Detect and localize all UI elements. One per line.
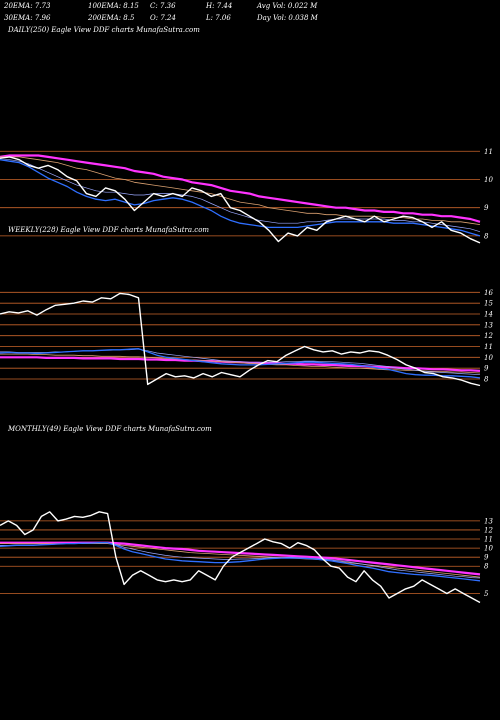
weekly-panel-title: WEEKLY(228) Eagle View DDF charts Munafa… <box>8 226 210 234</box>
monthly-ema-long-line <box>0 543 481 578</box>
weekly-ema-long-line <box>0 353 481 374</box>
y-tick-label: 9 <box>484 365 489 373</box>
daily-panel: 11 10 9 8 <box>0 148 493 244</box>
daily-ema-mid-line <box>0 159 481 233</box>
daily-price-line <box>0 156 481 244</box>
monthly-panel-title: MONTHLY(49) Eagle View DDF charts Munafa… <box>8 425 212 433</box>
y-tick-label: 9 <box>484 204 489 212</box>
y-tick-label: 8 <box>484 563 489 571</box>
daily-ema-short-line <box>0 159 481 237</box>
stat-100ema: 100EMA: 8.15 <box>88 2 139 10</box>
weekly-ema-short-line <box>0 348 481 379</box>
y-tick-label: 13 <box>484 321 493 329</box>
weekly-price-line <box>0 292 481 387</box>
y-tick-label: 11 <box>484 148 493 156</box>
daily-ema-200-line <box>0 154 481 223</box>
y-tick-label: 5 <box>484 590 489 598</box>
y-tick-label: 11 <box>484 536 493 544</box>
stat-20ema: 20EMA: 7.73 <box>4 2 51 10</box>
weekly-ema-200-line <box>0 356 481 372</box>
y-tick-label: 9 <box>484 554 489 562</box>
y-tick-label: 11 <box>484 343 493 351</box>
y-tick-label: 10 <box>484 176 493 184</box>
stat-30ema: 30EMA: 7.96 <box>4 14 51 22</box>
y-tick-label: 8 <box>484 232 489 240</box>
y-tick-label: 10 <box>484 354 493 362</box>
y-tick-label: 8 <box>484 376 489 384</box>
y-tick-label: 12 <box>484 526 493 534</box>
y-tick-label: 13 <box>484 517 493 525</box>
daily-panel-title: DAILY(250) Eagle View DDF charts MunafaS… <box>8 26 200 34</box>
stat-open: O: 7.24 <box>150 14 176 22</box>
weekly-ema-mid-line <box>0 348 481 376</box>
y-tick-label: 16 <box>484 289 493 297</box>
stat-day-vol: Day Vol: 0.038 M <box>257 14 318 22</box>
stat-avg-vol: Avg Vol: 0.022 M <box>257 2 318 10</box>
stat-high: H: 7.44 <box>206 2 233 10</box>
stat-low: L: 7.06 <box>206 14 231 22</box>
monthly-price-line <box>0 511 481 604</box>
y-tick-label: 14 <box>484 311 493 319</box>
y-tick-label: 10 <box>484 545 493 553</box>
y-tick-label: 15 <box>484 300 493 308</box>
weekly-panel: 16 15 14 13 12 11 10 9 8 <box>0 289 493 387</box>
stat-200ema: 200EMA: 8.5 <box>88 14 135 22</box>
monthly-ema-short-line <box>0 542 481 582</box>
stat-close: C: 7.36 <box>150 2 176 10</box>
y-tick-label: 12 <box>484 332 493 340</box>
